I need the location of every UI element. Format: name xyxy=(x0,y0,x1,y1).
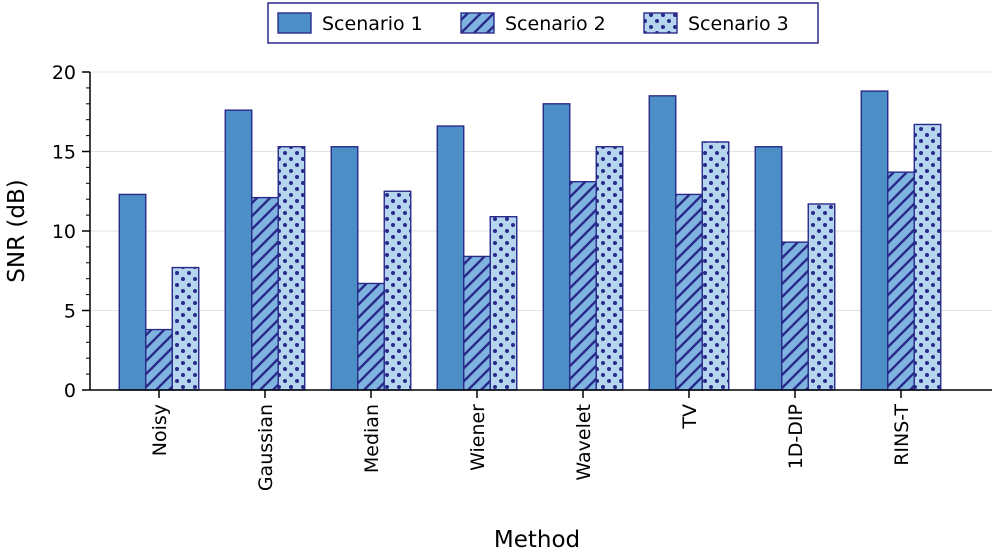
bar-scenario-3 xyxy=(595,146,624,391)
x-tick-label: Wiener xyxy=(467,404,489,471)
legend-box xyxy=(267,2,819,44)
y-tick-label: 0 xyxy=(64,380,76,402)
legend-label: Scenario 3 xyxy=(688,13,789,35)
axes: 0 5 10 15 20 Noisy Gaussian Median Wiener Wavelet… xyxy=(52,62,992,491)
legend-label: Scenario 1 xyxy=(322,13,423,35)
y-tick-label: 5 xyxy=(64,301,76,323)
bar-scenario-3 xyxy=(171,266,200,391)
bar-scenario-3 xyxy=(913,123,942,391)
bar-scenario-1 xyxy=(436,125,465,391)
x-tick-label: Median xyxy=(361,404,383,473)
bar-scenario-2 xyxy=(887,171,915,391)
x-axis-title: Method xyxy=(494,527,580,553)
bar-scenario-3 xyxy=(277,146,306,391)
bar-scenario-2 xyxy=(251,196,279,391)
x-tick-label: Gaussian xyxy=(255,404,277,491)
bar-scenario-3 xyxy=(383,190,412,391)
y-tick-label: 10 xyxy=(52,221,76,243)
legend-swatch xyxy=(277,12,312,34)
x-tick-label: RINS-T xyxy=(891,404,913,466)
y-tick-label: 20 xyxy=(52,62,76,84)
bar-scenario-2 xyxy=(675,193,703,391)
legend-label: Scenario 2 xyxy=(505,13,606,35)
x-tick-label: Wavelet xyxy=(573,404,595,481)
bars xyxy=(118,90,942,391)
bar-scenario-2 xyxy=(781,241,809,391)
x-tick-label: 1D-DIP xyxy=(785,404,807,469)
legend: Scenario 1 Scenario 2 Scenario 3 xyxy=(267,2,819,44)
bar-scenario-2 xyxy=(357,282,385,391)
bar-scenario-3 xyxy=(701,141,730,391)
x-tick-label: Noisy xyxy=(149,404,171,456)
bar-scenario-1 xyxy=(330,146,359,391)
legend-swatch xyxy=(643,12,678,34)
bar-scenario-3 xyxy=(489,215,518,391)
x-tick-label: TV xyxy=(679,404,701,430)
bar-scenario-1 xyxy=(542,103,571,391)
legend-swatch xyxy=(460,12,495,34)
bar-scenario-1 xyxy=(118,193,147,391)
bar-scenario-2 xyxy=(463,255,491,391)
bar-scenario-1 xyxy=(648,95,677,391)
bar-scenario-2 xyxy=(569,181,597,391)
bar-scenario-3 xyxy=(807,203,836,391)
bar-scenario-1 xyxy=(754,146,783,391)
bar-scenario-1 xyxy=(860,90,889,391)
y-axis-title: SNR (dB) xyxy=(4,179,30,282)
bar-scenario-1 xyxy=(224,109,253,391)
y-tick-label: 15 xyxy=(52,142,76,164)
bar-scenario-2 xyxy=(145,328,173,391)
